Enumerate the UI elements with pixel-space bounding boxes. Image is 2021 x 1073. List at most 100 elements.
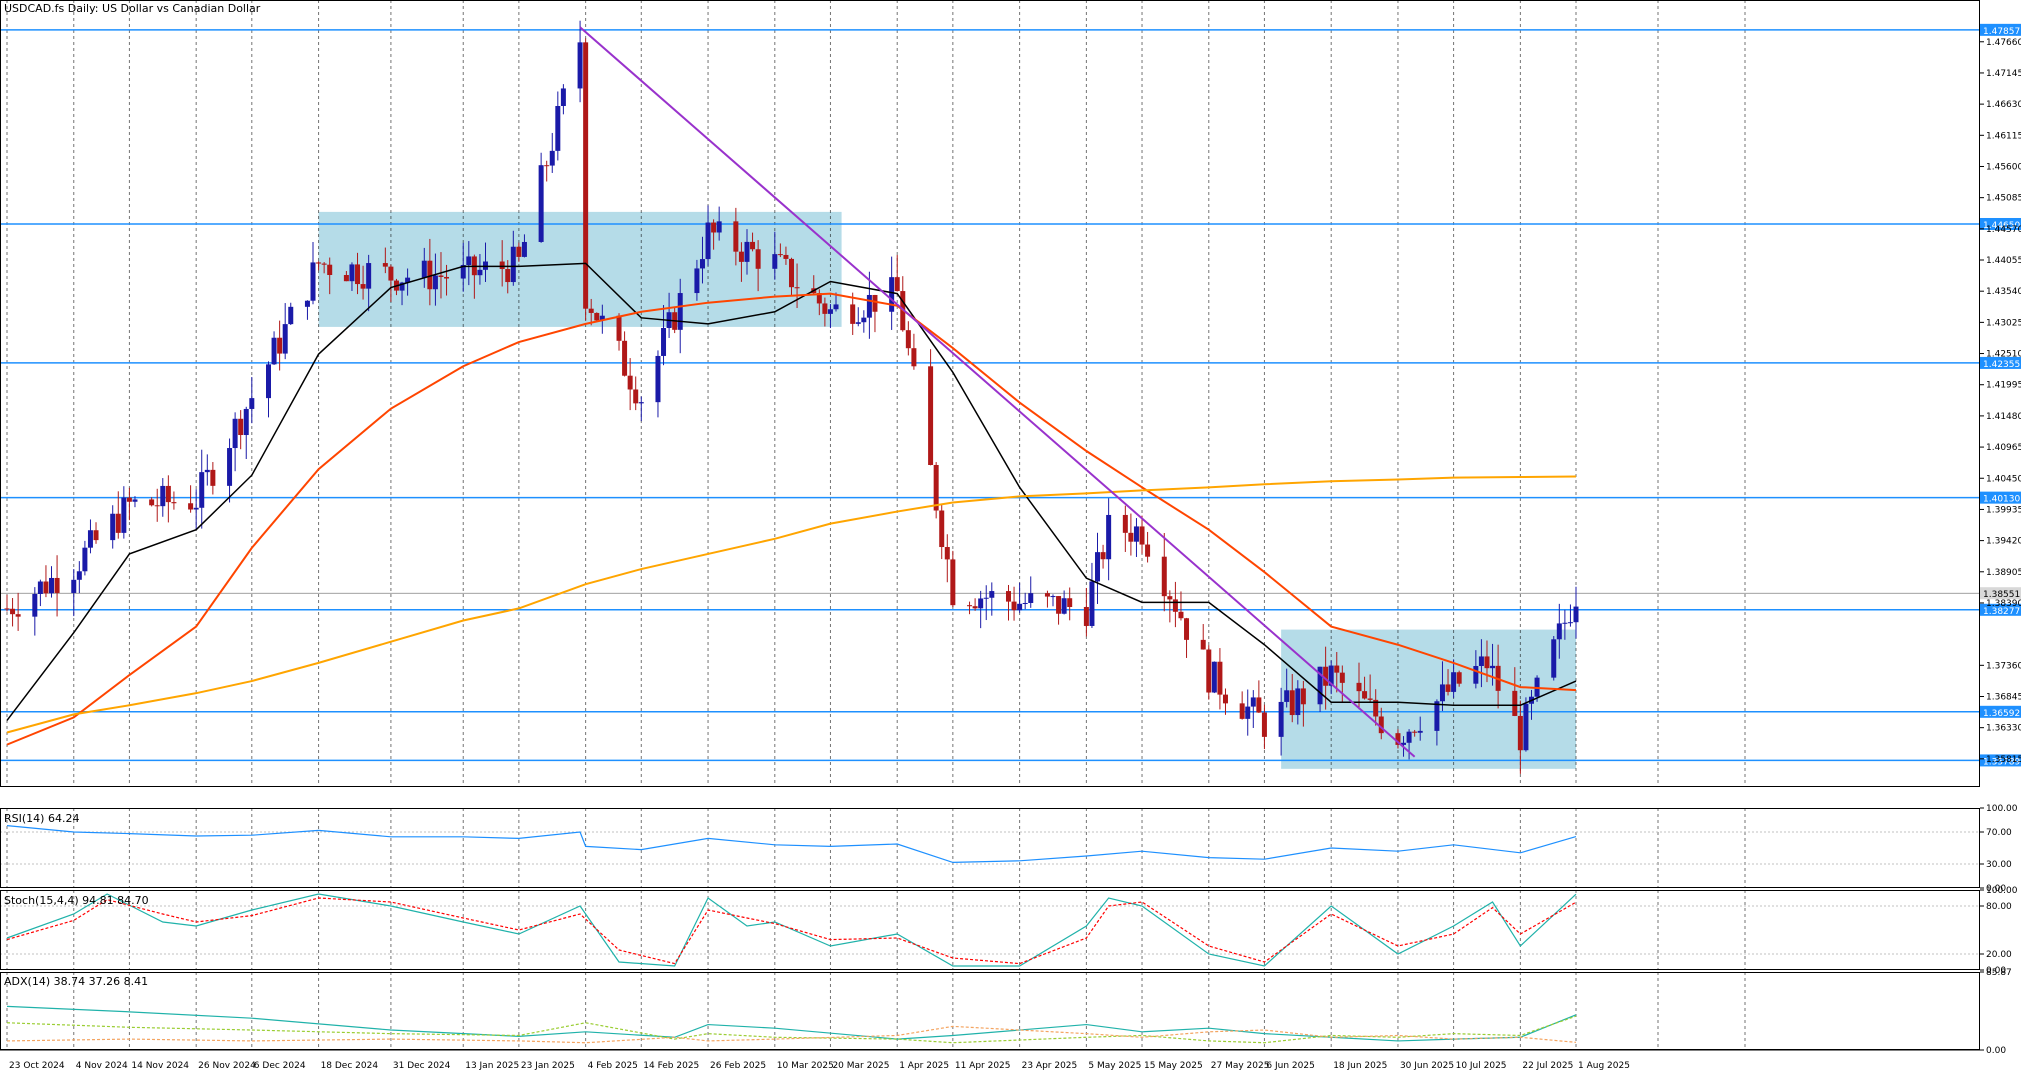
candle-body xyxy=(1239,703,1245,719)
candle-body xyxy=(232,418,238,449)
candle-body xyxy=(1339,672,1345,683)
y-tick-label: 100.00 xyxy=(1986,804,2018,814)
candle-body xyxy=(43,581,49,594)
candle-body xyxy=(694,268,700,294)
y-tick-label: 1.36845 xyxy=(1986,692,2021,702)
candle-body xyxy=(1256,697,1262,713)
candle-body xyxy=(1217,661,1223,695)
y-tick-label: 1.45600 xyxy=(1986,162,2021,172)
candle-body xyxy=(160,485,166,507)
candle-body xyxy=(271,337,277,365)
x-tick-label: 14 Nov 2024 xyxy=(131,1061,189,1071)
candle-body xyxy=(516,246,522,257)
x-tick-label: 13 Jan 2025 xyxy=(465,1061,519,1071)
y-tick-label: 1.44055 xyxy=(1986,256,2021,266)
y-tick-label: 1.41995 xyxy=(1986,381,2021,391)
candle-body xyxy=(421,260,427,278)
y-tick-label: 1.41480 xyxy=(1986,412,2021,422)
y-tick-label: 1.38905 xyxy=(1986,568,2021,578)
candle-body xyxy=(76,571,82,580)
candle-body xyxy=(928,366,934,465)
x-tick-label: 26 Feb 2025 xyxy=(710,1061,766,1071)
candle-body xyxy=(49,577,55,594)
adx-title: ADX(14) 38.74 37.26 8.41 xyxy=(4,975,148,988)
y-tick-label: 1.35815 xyxy=(1986,755,2021,765)
candle-body xyxy=(544,165,550,167)
y-tick-label: 1.37360 xyxy=(1986,661,2021,671)
candle-body xyxy=(188,503,194,510)
level-label-bg xyxy=(1980,705,2021,718)
y-tick-label: 85.87 xyxy=(1986,968,2012,978)
candle-body xyxy=(594,312,600,321)
consolidation-zone xyxy=(318,211,842,327)
level-label: 1.42355 xyxy=(1983,360,2020,370)
candle-body xyxy=(71,579,77,593)
candle-body xyxy=(1095,552,1101,582)
candle-body xyxy=(933,464,939,511)
candle-body xyxy=(1323,666,1329,686)
candle-body xyxy=(1044,593,1050,597)
level-label-bg xyxy=(1980,23,2021,36)
candle-body xyxy=(638,402,644,404)
candle-body xyxy=(1211,661,1217,693)
candle-body xyxy=(349,264,355,282)
candle-body xyxy=(555,105,561,151)
candle-body xyxy=(1300,688,1306,705)
candle-body xyxy=(1278,701,1284,737)
candle-body xyxy=(499,261,505,270)
x-tick-label: 10 Jul 2025 xyxy=(1456,1061,1507,1071)
candle-body xyxy=(132,499,138,502)
candle-body xyxy=(1083,607,1089,626)
sma20-line xyxy=(6,262,1577,721)
plus-di-line xyxy=(6,1015,1577,1044)
y-tick-label: 30.00 xyxy=(1986,860,2012,870)
candle-body xyxy=(199,472,205,508)
candle-body xyxy=(627,375,633,390)
level-label: 1.47857 xyxy=(1983,27,2020,37)
candle-body xyxy=(989,591,995,598)
stoch-d-line xyxy=(6,897,1577,965)
y-tick-label: 80.00 xyxy=(1986,902,2012,912)
candle-body xyxy=(288,306,294,325)
candle-body xyxy=(1172,599,1178,612)
y-tick-label: 1.43025 xyxy=(1986,318,2021,328)
candle-body xyxy=(750,241,756,250)
level-label: 1.38277 xyxy=(1983,607,2020,617)
candle-body xyxy=(1145,544,1151,557)
candle-body xyxy=(1573,606,1579,623)
level-label-bg xyxy=(1980,217,2021,230)
candle-body xyxy=(1056,596,1062,614)
candle-body xyxy=(1456,672,1462,684)
y-tick-label: 1.47145 xyxy=(1986,69,2021,79)
y-tick-label: 1.40965 xyxy=(1986,443,2021,453)
y-tick-label: 1.43540 xyxy=(1986,287,2021,297)
candle-body xyxy=(1200,639,1206,650)
x-tick-label: 15 May 2025 xyxy=(1144,1061,1203,1071)
rsi-line xyxy=(6,825,1577,864)
candle-body xyxy=(15,614,21,617)
candle-body xyxy=(583,42,589,309)
candle-body xyxy=(1050,596,1056,598)
candle-body xyxy=(360,284,366,289)
candle-body xyxy=(789,258,794,288)
y-tick-label: 0.00 xyxy=(1986,884,2006,894)
candle-body xyxy=(438,275,444,277)
candle-body xyxy=(655,355,661,403)
candle-body xyxy=(1089,581,1095,626)
candle-body xyxy=(577,42,583,89)
level-label-bg xyxy=(1980,603,2021,616)
current-price-label: 1.38551 xyxy=(1983,590,2020,600)
candle-body xyxy=(304,300,310,307)
candle-body xyxy=(1261,712,1267,737)
candle-body xyxy=(677,293,683,330)
candle-body xyxy=(405,277,411,283)
candle-body xyxy=(1184,618,1190,640)
y-tick-label: 1.47660 xyxy=(1986,38,2021,48)
candle-body xyxy=(944,547,950,560)
candle-body xyxy=(521,241,527,257)
candle-body xyxy=(1551,639,1557,678)
candle-body xyxy=(110,513,116,541)
candle-body xyxy=(316,262,322,264)
candle-body xyxy=(661,327,667,356)
